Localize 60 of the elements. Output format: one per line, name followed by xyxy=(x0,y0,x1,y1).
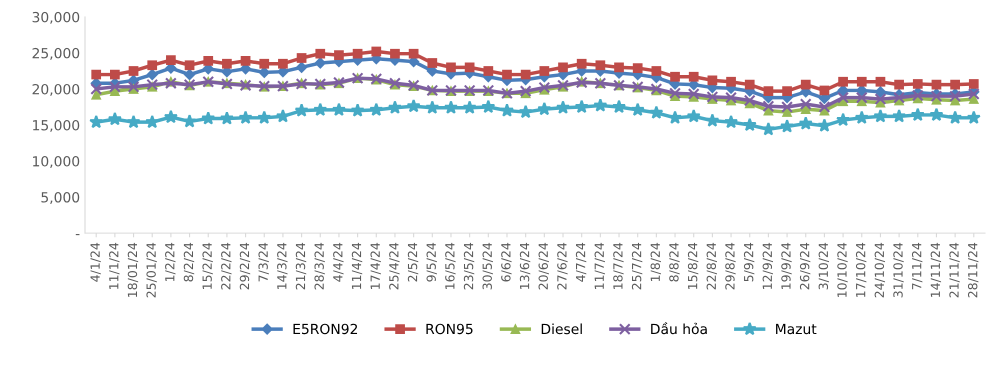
x-tick-label: 29/8/24 xyxy=(725,242,736,290)
y-tick-label: 5,000 xyxy=(41,192,80,204)
y-tick-label: 25,000 xyxy=(32,48,80,60)
x-tick-label: 7/3/24 xyxy=(258,242,269,282)
x-tick-label: 20/6/24 xyxy=(538,242,549,290)
x-tick-label: 29/2/24 xyxy=(240,242,250,290)
y-tick-label: 15,000 xyxy=(33,120,80,132)
x-tick-label: 5/9/24 xyxy=(744,242,754,282)
x-tick-label: 13/6/24 xyxy=(520,242,530,289)
legend-label: Mazut xyxy=(776,324,816,334)
x-tick-label: 31/10/24 xyxy=(893,242,904,298)
x-tick-label: 6/6/24 xyxy=(501,242,512,282)
x-tick-label: 15/8/24 xyxy=(688,242,698,289)
x-tick-label: 1/8/24 xyxy=(650,242,661,282)
x-tick-label: 3/10/24 xyxy=(818,242,830,290)
x-tick-label: 4/4/24 xyxy=(333,242,344,282)
x-tick-label: 25/01/24 xyxy=(146,242,157,298)
x-tick-label: 12/9/24 xyxy=(762,242,774,289)
x-tick-label: 8/8/24 xyxy=(669,242,680,282)
x-tick-label: 14/11/24 xyxy=(930,242,942,297)
x-tick-label: 11/4/24 xyxy=(352,242,362,289)
x-tick-label: 8/2/24 xyxy=(184,242,194,282)
x-tick-label: 16/5/24 xyxy=(445,242,456,289)
legend-label: E5RON92 xyxy=(294,324,358,334)
x-tick-label: 17/4/24 xyxy=(370,242,381,289)
x-tick-label: 9/5/24 xyxy=(426,242,437,282)
x-tick-label: 10/10/24 xyxy=(837,242,848,297)
x-tick-label: 7/11/24 xyxy=(912,242,922,290)
x-tick-label: 11/1/24 xyxy=(109,242,120,289)
x-tick-label: 21/3/24 xyxy=(296,242,306,290)
x-tick-label: 23/5/24 xyxy=(464,242,474,290)
x-tick-label: 18/01/24 xyxy=(128,242,138,297)
x-tick-label: 22/8/24 xyxy=(706,242,717,290)
x-tick-label: 28/3/24 xyxy=(314,242,325,290)
y-tick-label: 20,000 xyxy=(32,84,80,96)
x-tick-label: 19/9/24 xyxy=(781,242,792,289)
x-tick-label: 26/9/24 xyxy=(800,242,810,290)
x-tick-label: 14/3/24 xyxy=(277,242,288,289)
y-tick-label: 30,000 xyxy=(32,12,80,24)
x-tick-label: 21/11/24 xyxy=(949,242,960,298)
x-tick-label: 11/7/24 xyxy=(594,242,605,289)
x-tick-label: 27/6/24 xyxy=(557,242,568,290)
legend-label: Dầu hỏa xyxy=(651,322,707,334)
x-tick-label: 24/10/24 xyxy=(874,242,886,298)
x-tick-label: 1/2/24 xyxy=(165,242,176,282)
legend-label: Diesel xyxy=(542,323,582,334)
x-tick-label: 18/7/24 xyxy=(613,242,624,289)
x-tick-label: 15/2/24 xyxy=(202,242,213,289)
x-tick-label: 25/7/24 xyxy=(632,242,642,290)
x-tick-label: 25/4/24 xyxy=(389,242,400,290)
x-tick-label: 22/2/24 xyxy=(221,242,232,290)
x-tick-label: 2/5/24 xyxy=(408,242,418,282)
x-tick-label: 4/1/24 xyxy=(90,242,101,282)
y-tick-label: 10,000 xyxy=(33,156,80,168)
y-tick-label: - xyxy=(76,234,80,236)
x-tick-label: 28/11/24 xyxy=(968,242,978,298)
legend-label: RON95 xyxy=(426,324,473,334)
x-tick-label: 30/5/24 xyxy=(482,242,493,290)
x-tick-label: 4/7/24 xyxy=(576,242,586,282)
x-tick-label: 17/10/24 xyxy=(856,242,866,297)
